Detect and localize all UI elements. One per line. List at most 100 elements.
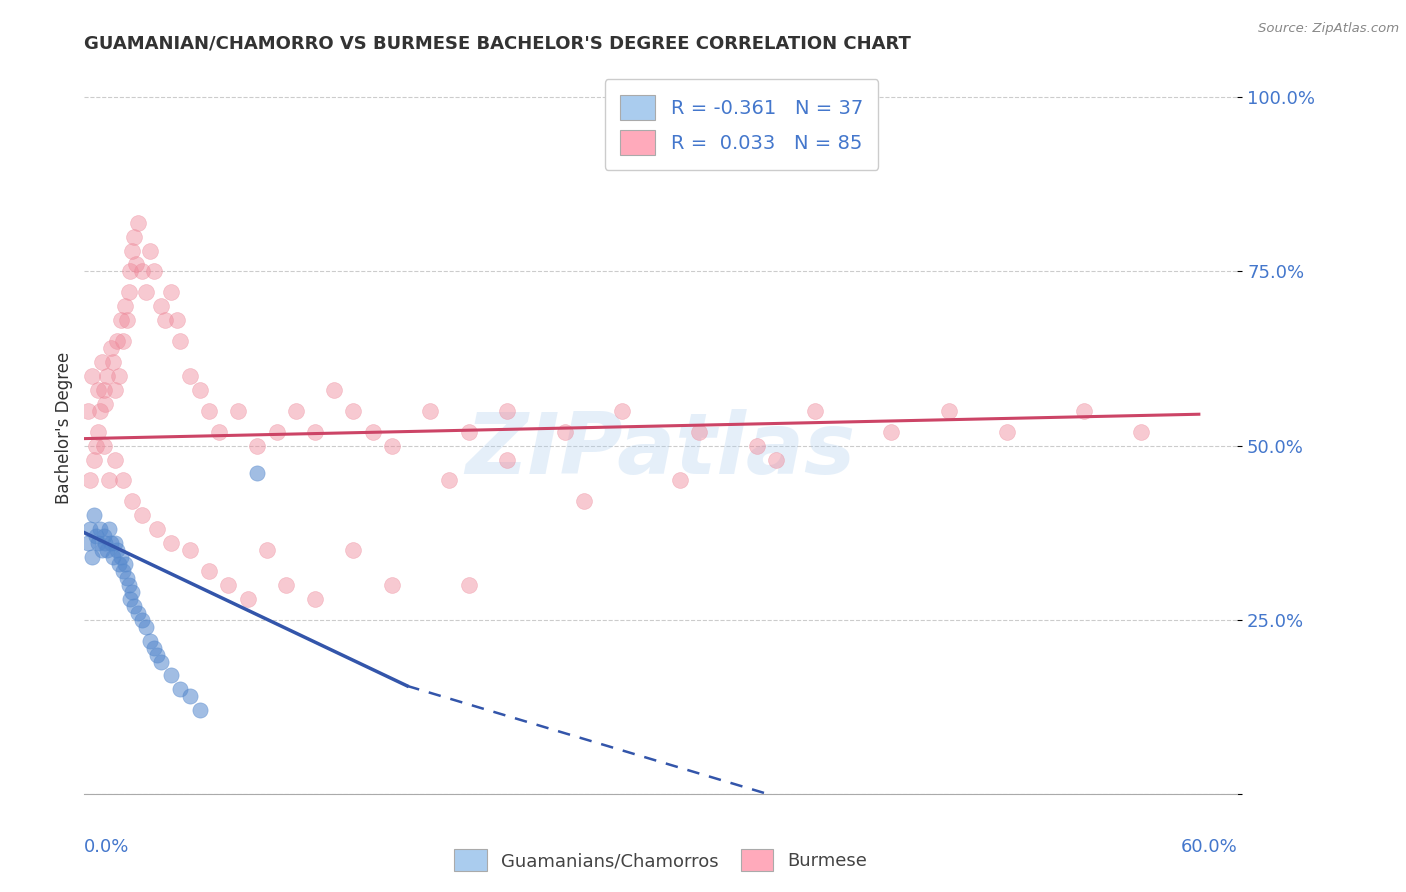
Text: ZIPatlas: ZIPatlas — [465, 409, 856, 491]
Point — [117, 578, 139, 592]
Point — [572, 494, 595, 508]
Point — [169, 682, 191, 697]
Point — [208, 425, 231, 439]
Point — [554, 425, 576, 439]
Point — [89, 403, 111, 417]
Point — [179, 690, 201, 704]
Point — [93, 439, 115, 453]
Point — [110, 313, 132, 327]
Point — [114, 557, 136, 571]
Point — [304, 591, 326, 606]
Point — [146, 522, 169, 536]
Point — [120, 591, 142, 606]
Point — [127, 606, 149, 620]
Point — [104, 452, 127, 467]
Point — [236, 591, 259, 606]
Point — [84, 439, 107, 453]
Point — [108, 557, 131, 571]
Point — [276, 578, 298, 592]
Point — [94, 397, 117, 411]
Point — [96, 368, 118, 383]
Point — [188, 703, 211, 717]
Point — [121, 494, 143, 508]
Point — [89, 522, 111, 536]
Point — [105, 543, 128, 558]
Point — [381, 578, 404, 592]
Point — [256, 543, 278, 558]
Point — [121, 585, 143, 599]
Point — [131, 264, 153, 278]
Point — [198, 403, 221, 417]
Point — [669, 474, 692, 488]
Point — [745, 439, 768, 453]
Point — [419, 403, 441, 417]
Point — [77, 403, 100, 417]
Point — [995, 425, 1018, 439]
Point — [284, 403, 307, 417]
Point — [803, 403, 825, 417]
Point — [457, 578, 479, 592]
Point — [96, 543, 118, 558]
Point — [218, 578, 240, 592]
Point — [93, 529, 115, 543]
Point — [94, 536, 117, 550]
Point — [138, 633, 160, 648]
Point — [115, 313, 138, 327]
Point — [115, 571, 138, 585]
Point — [439, 474, 461, 488]
Point — [83, 452, 105, 467]
Point — [84, 529, 107, 543]
Point — [79, 474, 101, 488]
Point — [120, 264, 142, 278]
Point — [108, 368, 131, 383]
Point — [98, 474, 121, 488]
Point — [121, 244, 143, 258]
Point — [135, 285, 157, 300]
Point — [111, 564, 134, 578]
Point — [150, 655, 173, 669]
Point — [124, 229, 146, 244]
Point — [1130, 425, 1153, 439]
Point — [146, 648, 169, 662]
Point — [80, 549, 103, 564]
Point — [124, 599, 146, 613]
Point — [457, 425, 479, 439]
Point — [83, 508, 105, 523]
Point — [688, 425, 710, 439]
Point — [105, 334, 128, 348]
Point — [104, 536, 127, 550]
Point — [246, 439, 269, 453]
Point — [880, 425, 903, 439]
Point — [77, 536, 100, 550]
Point — [90, 543, 112, 558]
Point — [198, 564, 221, 578]
Point — [1073, 403, 1095, 417]
Point — [612, 403, 634, 417]
Point — [150, 299, 173, 313]
Point — [142, 640, 165, 655]
Point — [138, 244, 160, 258]
Point — [93, 383, 115, 397]
Point — [79, 522, 101, 536]
Point — [131, 508, 153, 523]
Point — [496, 403, 519, 417]
Point — [100, 536, 122, 550]
Point — [131, 613, 153, 627]
Point — [160, 668, 183, 682]
Point — [266, 425, 288, 439]
Point — [160, 285, 183, 300]
Point — [87, 425, 110, 439]
Point — [496, 452, 519, 467]
Point — [226, 403, 249, 417]
Point — [114, 299, 136, 313]
Point — [160, 536, 183, 550]
Point — [127, 216, 149, 230]
Point — [90, 355, 112, 369]
Point — [117, 285, 139, 300]
Point — [103, 355, 124, 369]
Point — [153, 313, 176, 327]
Point — [111, 334, 134, 348]
Point — [938, 403, 960, 417]
Legend: R = -0.361   N = 37, R =  0.033   N = 85: R = -0.361 N = 37, R = 0.033 N = 85 — [605, 79, 879, 170]
Point — [179, 543, 201, 558]
